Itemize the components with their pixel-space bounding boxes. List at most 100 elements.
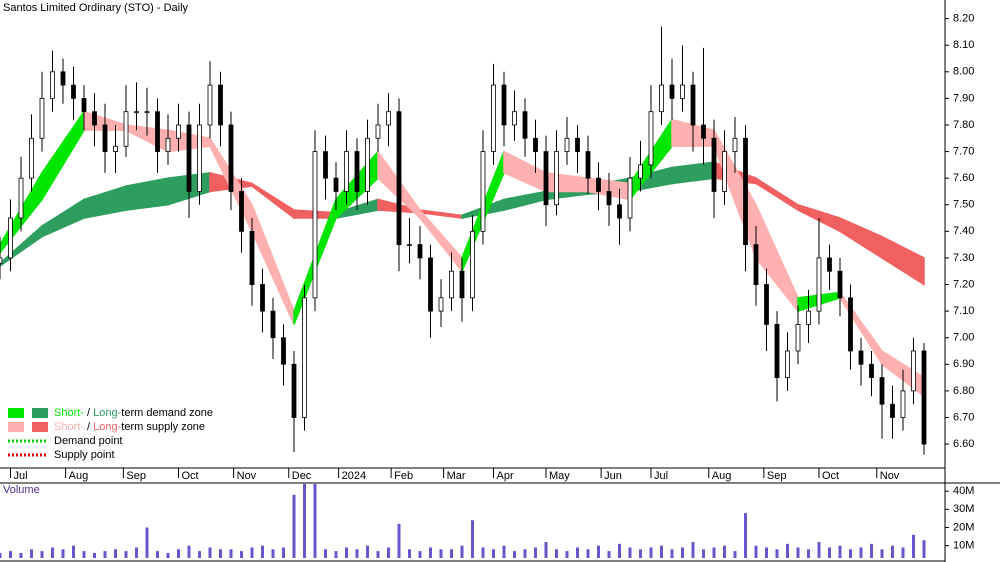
candle-body (753, 244, 759, 285)
y-tick-label: 7.40 (953, 225, 974, 237)
candle-body (512, 111, 517, 126)
candle-body (50, 71, 55, 99)
volume-bar (565, 551, 569, 558)
volume-bar (471, 520, 474, 558)
x-tick-label: Apr (497, 470, 514, 482)
volume-bar (912, 534, 915, 558)
candle-body (60, 71, 66, 86)
volume-bar (817, 542, 821, 558)
chart-title: Santos Limited Ordinary (STO) - Daily (3, 2, 189, 14)
volume-tick-label: 10M (953, 540, 974, 552)
volume-bar (786, 543, 789, 558)
candle-body (890, 403, 895, 418)
volume-bar (82, 551, 86, 558)
volume-bar (439, 549, 443, 558)
volume-bar (72, 545, 75, 558)
candle-body (764, 284, 769, 325)
candle-body (522, 111, 528, 139)
volume-bar (586, 549, 590, 558)
y-tick-label: 6.80 (953, 385, 974, 397)
x-tick-label: Sep (767, 470, 787, 482)
volume-bar (513, 551, 516, 558)
legend-swatch (32, 408, 48, 418)
y-tick-label: 7.50 (953, 199, 974, 211)
candle-body (407, 244, 412, 247)
volume-bar (313, 483, 317, 558)
x-tick-label: Jul (654, 470, 668, 482)
volume-bar (177, 549, 180, 558)
long-band-segment (881, 235, 925, 286)
candle-body (102, 124, 108, 152)
volume-bar (733, 551, 737, 558)
volume-bar (849, 549, 852, 558)
candle-body (312, 151, 318, 299)
volume-label: Volume (3, 484, 40, 496)
candle-body (165, 137, 171, 152)
candle-body (848, 297, 853, 352)
legend-text: Demand point (54, 435, 123, 447)
candle-body (480, 151, 486, 232)
volume-bar (922, 540, 926, 558)
legend-text: term supply zone (121, 421, 205, 433)
candle-body (543, 151, 549, 206)
candle-body (743, 137, 748, 246)
candle-body (627, 177, 633, 219)
candle-body (39, 97, 45, 139)
volume-bar (429, 547, 432, 558)
candle-body (302, 297, 307, 418)
volume-bar (460, 545, 464, 558)
candle-body (323, 151, 328, 179)
volume-bar (681, 547, 684, 558)
volume-bar (93, 552, 96, 558)
candle-body (207, 84, 213, 126)
volume-bar (292, 494, 296, 558)
candle-body (785, 350, 790, 378)
volume-bar (219, 549, 222, 558)
candle-body (81, 97, 87, 113)
y-tick-label: 7.20 (953, 278, 974, 290)
candle-body (239, 191, 244, 232)
volume-bar (145, 527, 149, 558)
volume-bar (765, 547, 768, 558)
volume-bar (397, 523, 401, 558)
volume-bar (324, 549, 327, 558)
candle-body (281, 337, 286, 365)
volume-bar (555, 549, 558, 558)
volume-bar (670, 549, 674, 558)
volume-bar (807, 549, 810, 558)
x-tick-label: Sep (126, 470, 146, 482)
volume-bar (901, 547, 905, 558)
legend-text: / (84, 421, 93, 433)
candle-body (564, 137, 570, 152)
candle-body (386, 111, 391, 126)
volume-bar (408, 549, 411, 558)
y-tick-label: 8.20 (953, 13, 974, 25)
candle-body (29, 137, 34, 179)
candle-body (585, 151, 591, 179)
candle-body (911, 350, 916, 392)
y-tick-label: 8.00 (953, 66, 974, 78)
volume-bar (40, 551, 44, 558)
legend-text: / (84, 407, 93, 419)
x-tick-label: Nov (237, 470, 257, 482)
candle-body (92, 111, 97, 126)
legend-text: term demand zone (121, 407, 213, 419)
volume-bar (502, 545, 506, 558)
volume-bar (744, 512, 747, 558)
candle-body (449, 270, 454, 299)
volume-bar (240, 551, 243, 558)
volume-bar (691, 542, 695, 558)
candle-body (491, 84, 496, 152)
volume-bar (891, 545, 894, 558)
volume-bar (838, 545, 842, 558)
candle-body (638, 164, 643, 179)
volume-bar (639, 549, 642, 558)
candle-body (428, 257, 433, 312)
candle-body (827, 257, 832, 272)
candle-body (732, 137, 738, 152)
volume-bar (534, 547, 537, 558)
y-tick-label: 7.60 (953, 172, 974, 184)
candle-body (260, 284, 265, 312)
candle-body (270, 310, 276, 339)
